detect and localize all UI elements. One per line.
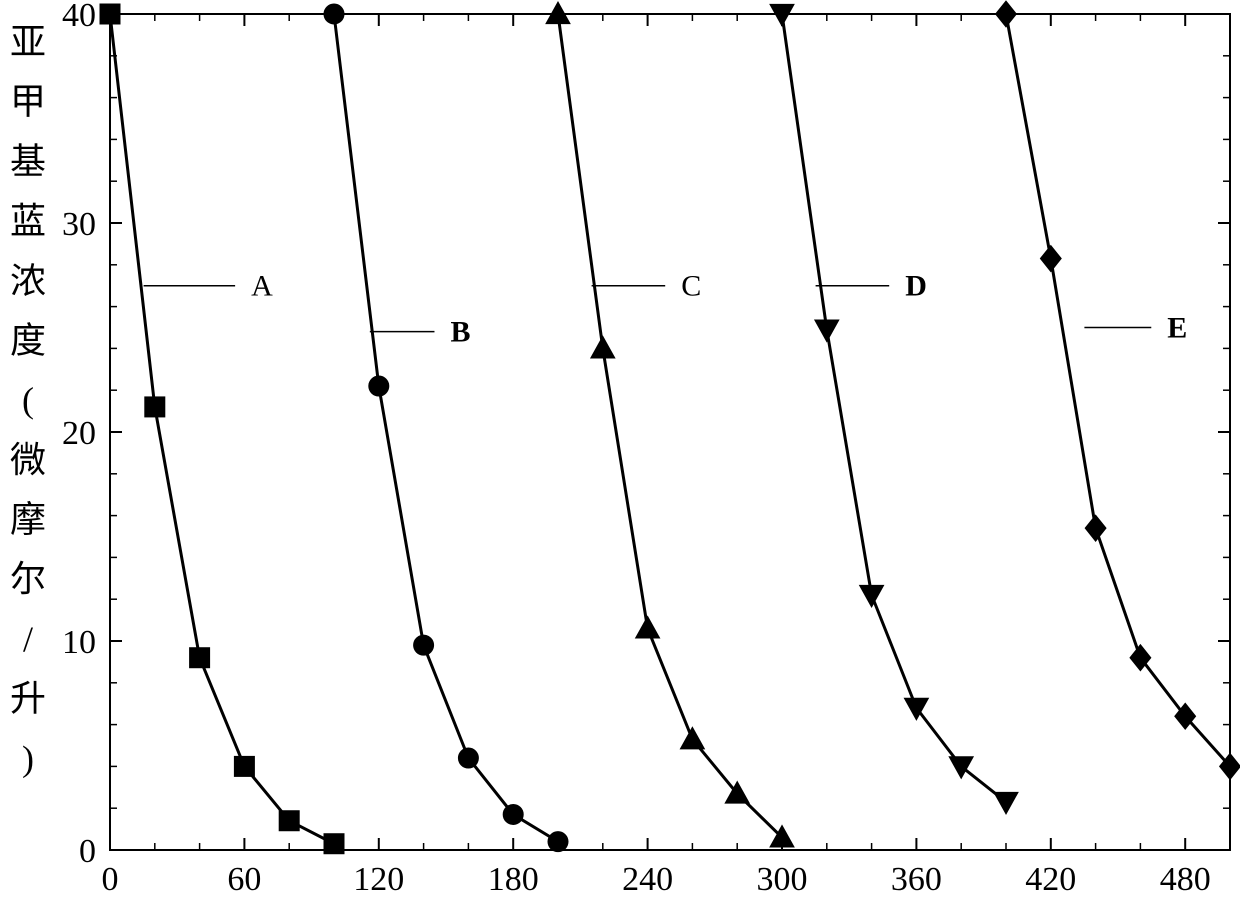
y-axis-title-char: ( bbox=[22, 380, 34, 420]
y-axis-title-char: / bbox=[23, 619, 33, 659]
marker-circle bbox=[458, 748, 478, 768]
y-tick-label: 10 bbox=[62, 624, 96, 661]
marker-circle bbox=[414, 635, 434, 655]
x-tick-label: 420 bbox=[1025, 861, 1076, 898]
marker-circle bbox=[548, 832, 568, 852]
annotation-label-C: C bbox=[681, 270, 701, 303]
x-tick-label: 0 bbox=[102, 861, 119, 898]
y-axis-title-char: 浓 bbox=[10, 261, 46, 301]
x-tick-label: 480 bbox=[1160, 861, 1211, 898]
x-tick-label: 180 bbox=[488, 861, 539, 898]
chart-container: 0 60 120 180 240 300 360 420 480 0 10 20 30 40 亚甲基蓝浓度 (… bbox=[0, 0, 1240, 908]
y-axis-title-char: 基 bbox=[10, 141, 46, 181]
chart-svg: 0 60 120 180 240 300 360 420 480 0 10 20 30 40 亚甲基蓝浓度 (… bbox=[0, 0, 1240, 908]
x-tick-label: 120 bbox=[353, 861, 404, 898]
annotation-label-A: A bbox=[251, 270, 273, 303]
annotation-label-B: B bbox=[450, 316, 470, 349]
marker-circle bbox=[324, 4, 344, 24]
marker-square bbox=[279, 811, 299, 831]
marker-square bbox=[324, 834, 344, 854]
y-axis-title-char: 蓝 bbox=[10, 201, 46, 241]
y-tick-label: 0 bbox=[79, 833, 96, 870]
y-axis-title-char: 度 bbox=[10, 320, 46, 360]
y-tick-label: 20 bbox=[62, 415, 96, 452]
marker-circle bbox=[369, 376, 389, 396]
x-tick-label: 240 bbox=[622, 861, 673, 898]
marker-circle bbox=[503, 804, 523, 824]
y-tick-label: 30 bbox=[62, 206, 96, 243]
x-tick-label: 360 bbox=[891, 861, 942, 898]
annotation-label-D: D bbox=[905, 270, 927, 303]
y-axis-title-char: ) bbox=[22, 738, 34, 778]
annotation-label-E: E bbox=[1167, 312, 1187, 345]
y-tick-label: 40 bbox=[62, 0, 96, 34]
y-axis-title-char: 甲 bbox=[10, 82, 46, 122]
y-axis-title-char: 亚 bbox=[10, 22, 46, 62]
x-tick-label: 300 bbox=[757, 861, 808, 898]
y-axis-title-char: 升 bbox=[10, 679, 46, 719]
x-tick-label: 60 bbox=[227, 861, 261, 898]
y-axis-title-char: 尔 bbox=[10, 559, 46, 599]
marker-square bbox=[100, 4, 120, 24]
marker-square bbox=[145, 397, 165, 417]
y-axis-title-char: 摩 bbox=[10, 500, 46, 540]
y-axis-title-char: 微 bbox=[10, 440, 46, 480]
marker-square bbox=[190, 648, 210, 668]
marker-square bbox=[234, 756, 254, 776]
